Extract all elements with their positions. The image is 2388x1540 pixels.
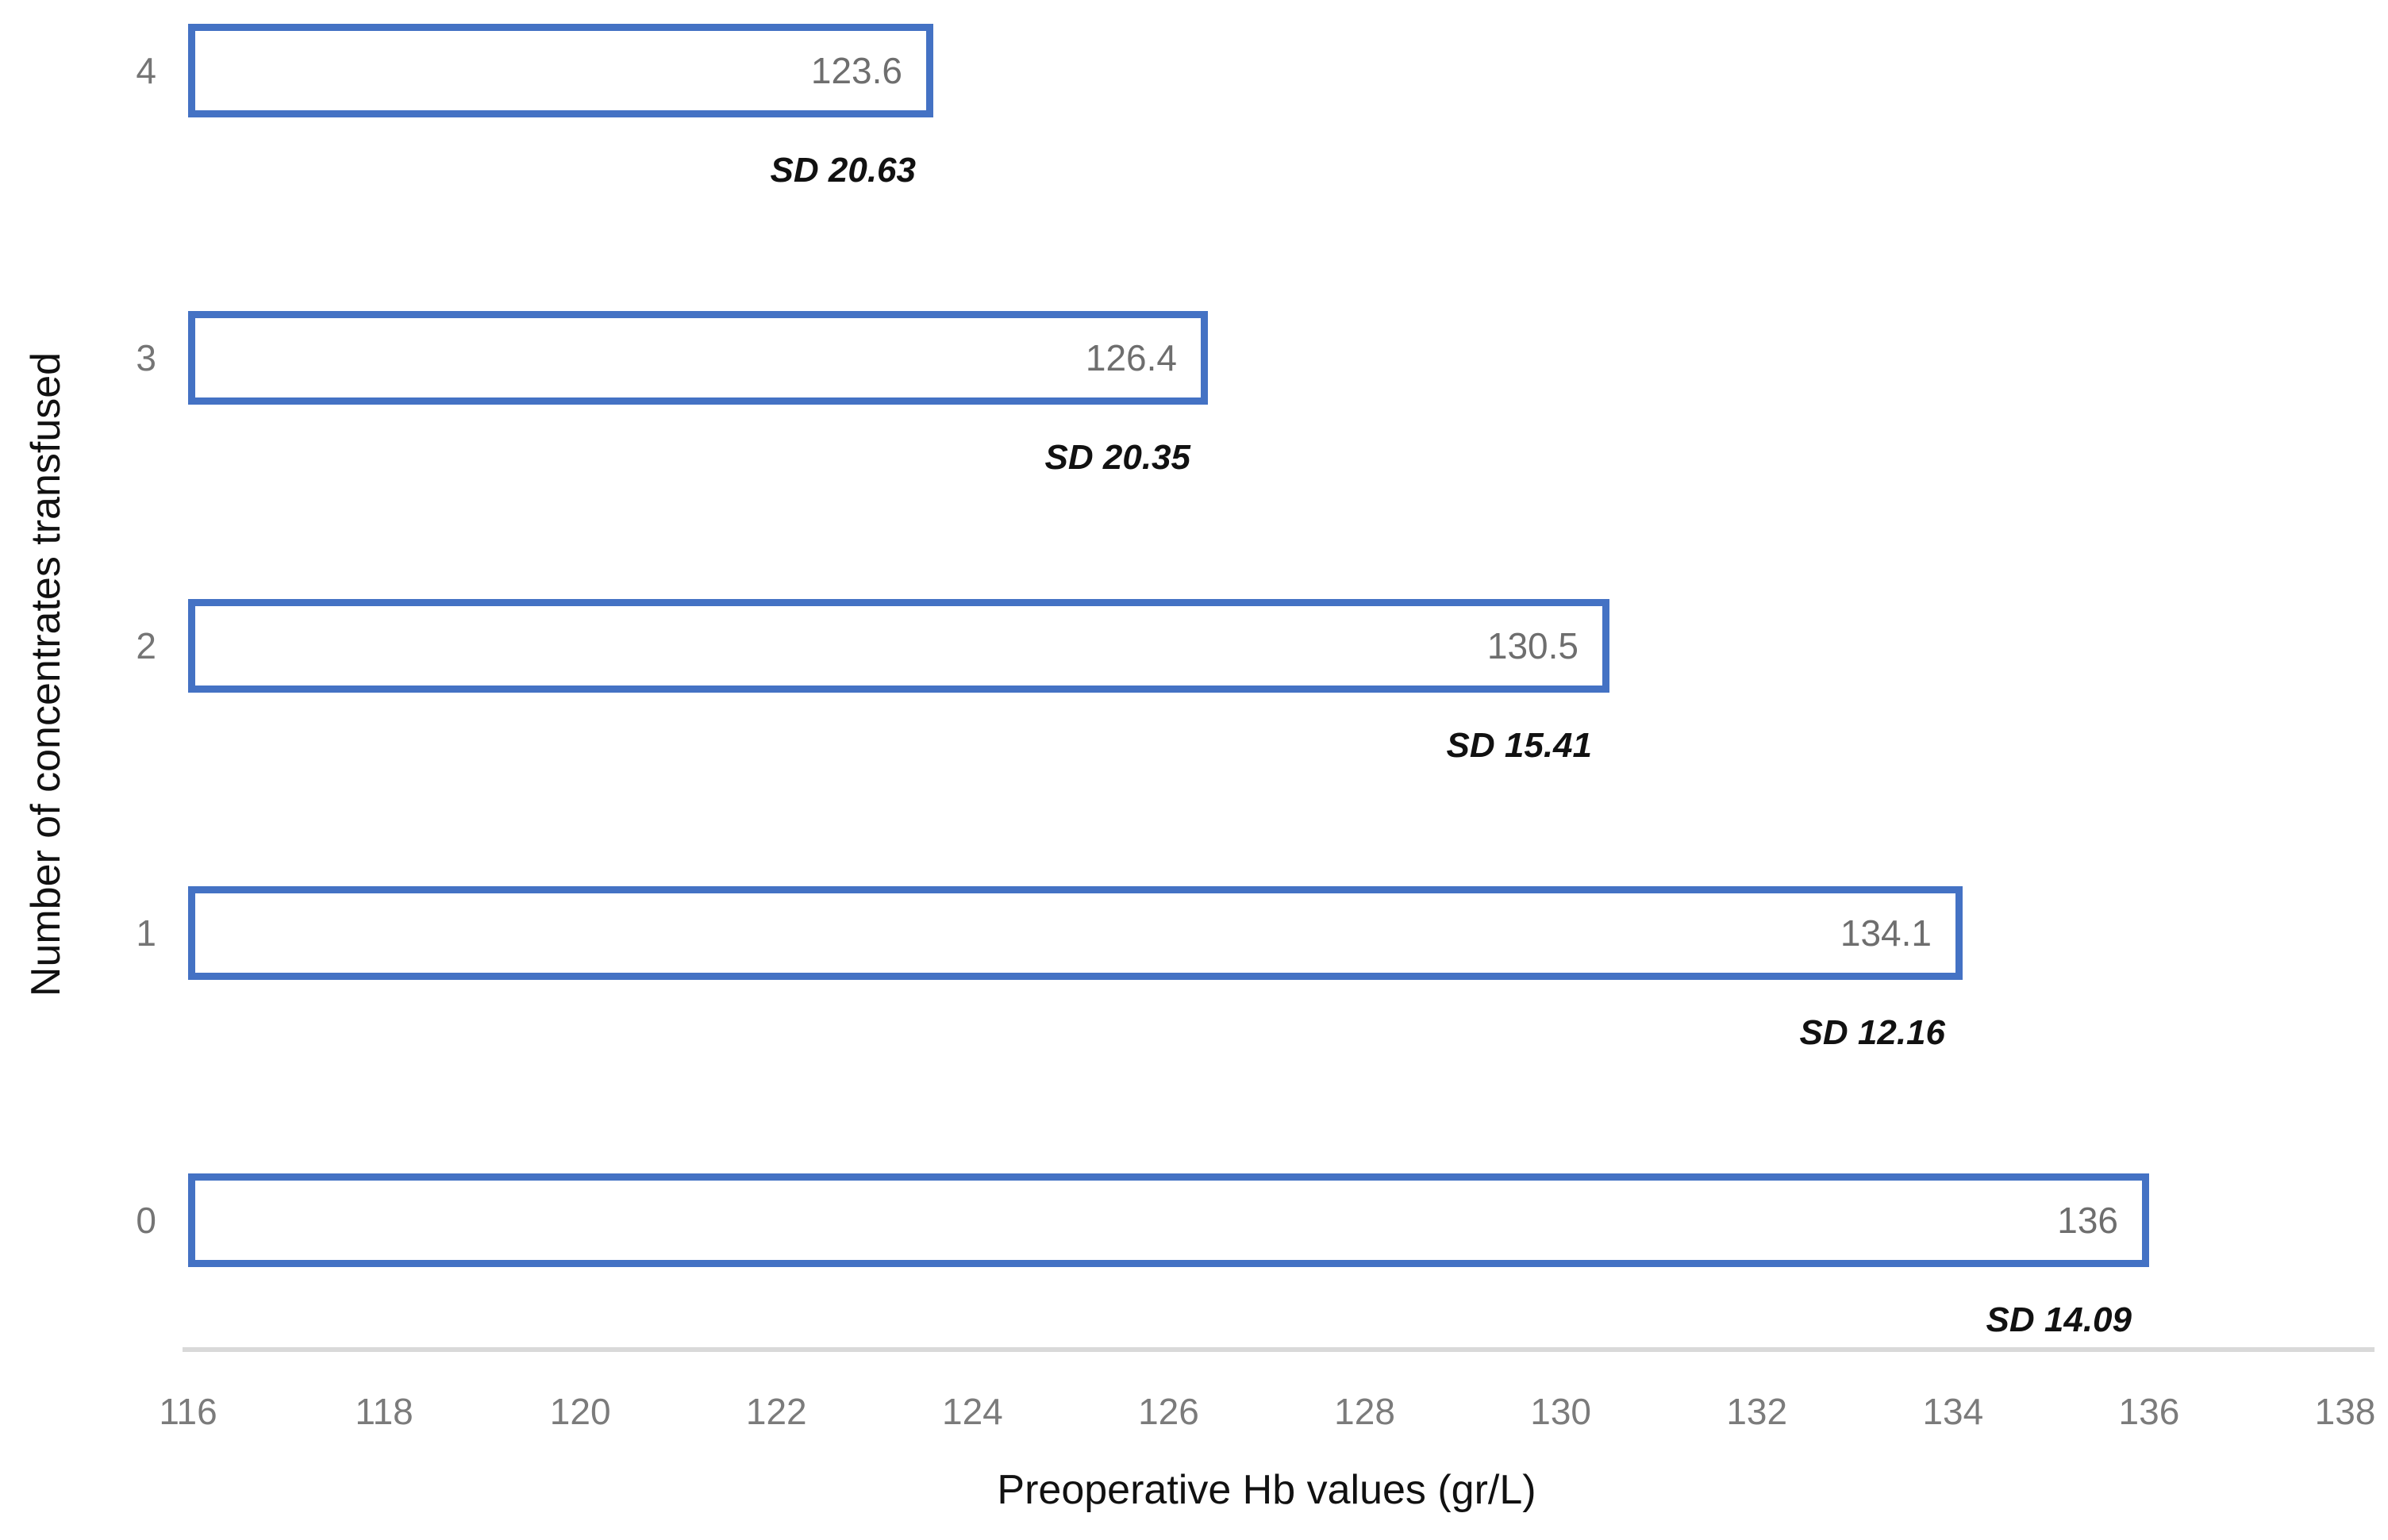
y-category-label: 2: [136, 625, 156, 666]
x-tick-label: 116: [159, 1391, 217, 1432]
sd-annotation: SD 14.09: [1986, 1300, 2132, 1339]
x-tick-label: 132: [1726, 1391, 1788, 1432]
bar-value-label: 123.6: [810, 50, 902, 91]
y-category-label: 0: [136, 1200, 156, 1241]
x-axis-line: [183, 1347, 2375, 1352]
sd-annotation: SD 12.16: [1799, 1013, 1945, 1052]
bar-value-label: 130.5: [1486, 625, 1579, 666]
bar-row: 1 134.1 SD 12.16: [136, 886, 1963, 1052]
y-category-label: 4: [136, 50, 156, 91]
bar-value-label: 136: [2057, 1200, 2118, 1241]
sd-annotation: SD 20.35: [1044, 438, 1190, 477]
x-axis-title: Preoperative Hb values (gr/L): [997, 1467, 1536, 1513]
x-tick-label: 120: [549, 1391, 611, 1432]
x-tick-label: 124: [941, 1391, 1003, 1432]
sd-annotation: SD 15.41: [1446, 726, 1592, 765]
bar-value-label: 134.1: [1840, 912, 1932, 954]
bar: 134.1: [188, 886, 1963, 980]
x-tick-label: 136: [2118, 1391, 2180, 1432]
x-tick-label: 134: [1922, 1391, 1984, 1432]
bar-value-label: 126.4: [1085, 337, 1177, 378]
sd-annotation: SD 20.63: [770, 151, 916, 190]
bar: 123.6: [188, 24, 933, 117]
bar-row: 0 136 SD 14.09: [136, 1173, 2149, 1339]
x-tick-label: 138: [2314, 1391, 2376, 1432]
bar-row: 3 126.4 SD 20.35: [136, 311, 1208, 477]
x-tick-label: 130: [1530, 1391, 1591, 1432]
y-category-label: 3: [136, 337, 156, 378]
bar: 126.4: [188, 311, 1208, 405]
bar: 136: [188, 1173, 2149, 1267]
x-tick-label: 118: [355, 1391, 413, 1432]
bar: 130.5: [188, 599, 1609, 693]
x-tick-label: 128: [1334, 1391, 1395, 1432]
x-tick-label: 126: [1138, 1391, 1199, 1432]
y-axis-title: Number of concentrates transfused: [23, 351, 69, 997]
y-category-label: 1: [136, 912, 156, 954]
bar-row: 4 123.6 SD 20.63: [136, 24, 933, 190]
bar-row: 2 130.5 SD 15.41: [136, 599, 1609, 765]
x-tick-label: 122: [745, 1391, 807, 1432]
